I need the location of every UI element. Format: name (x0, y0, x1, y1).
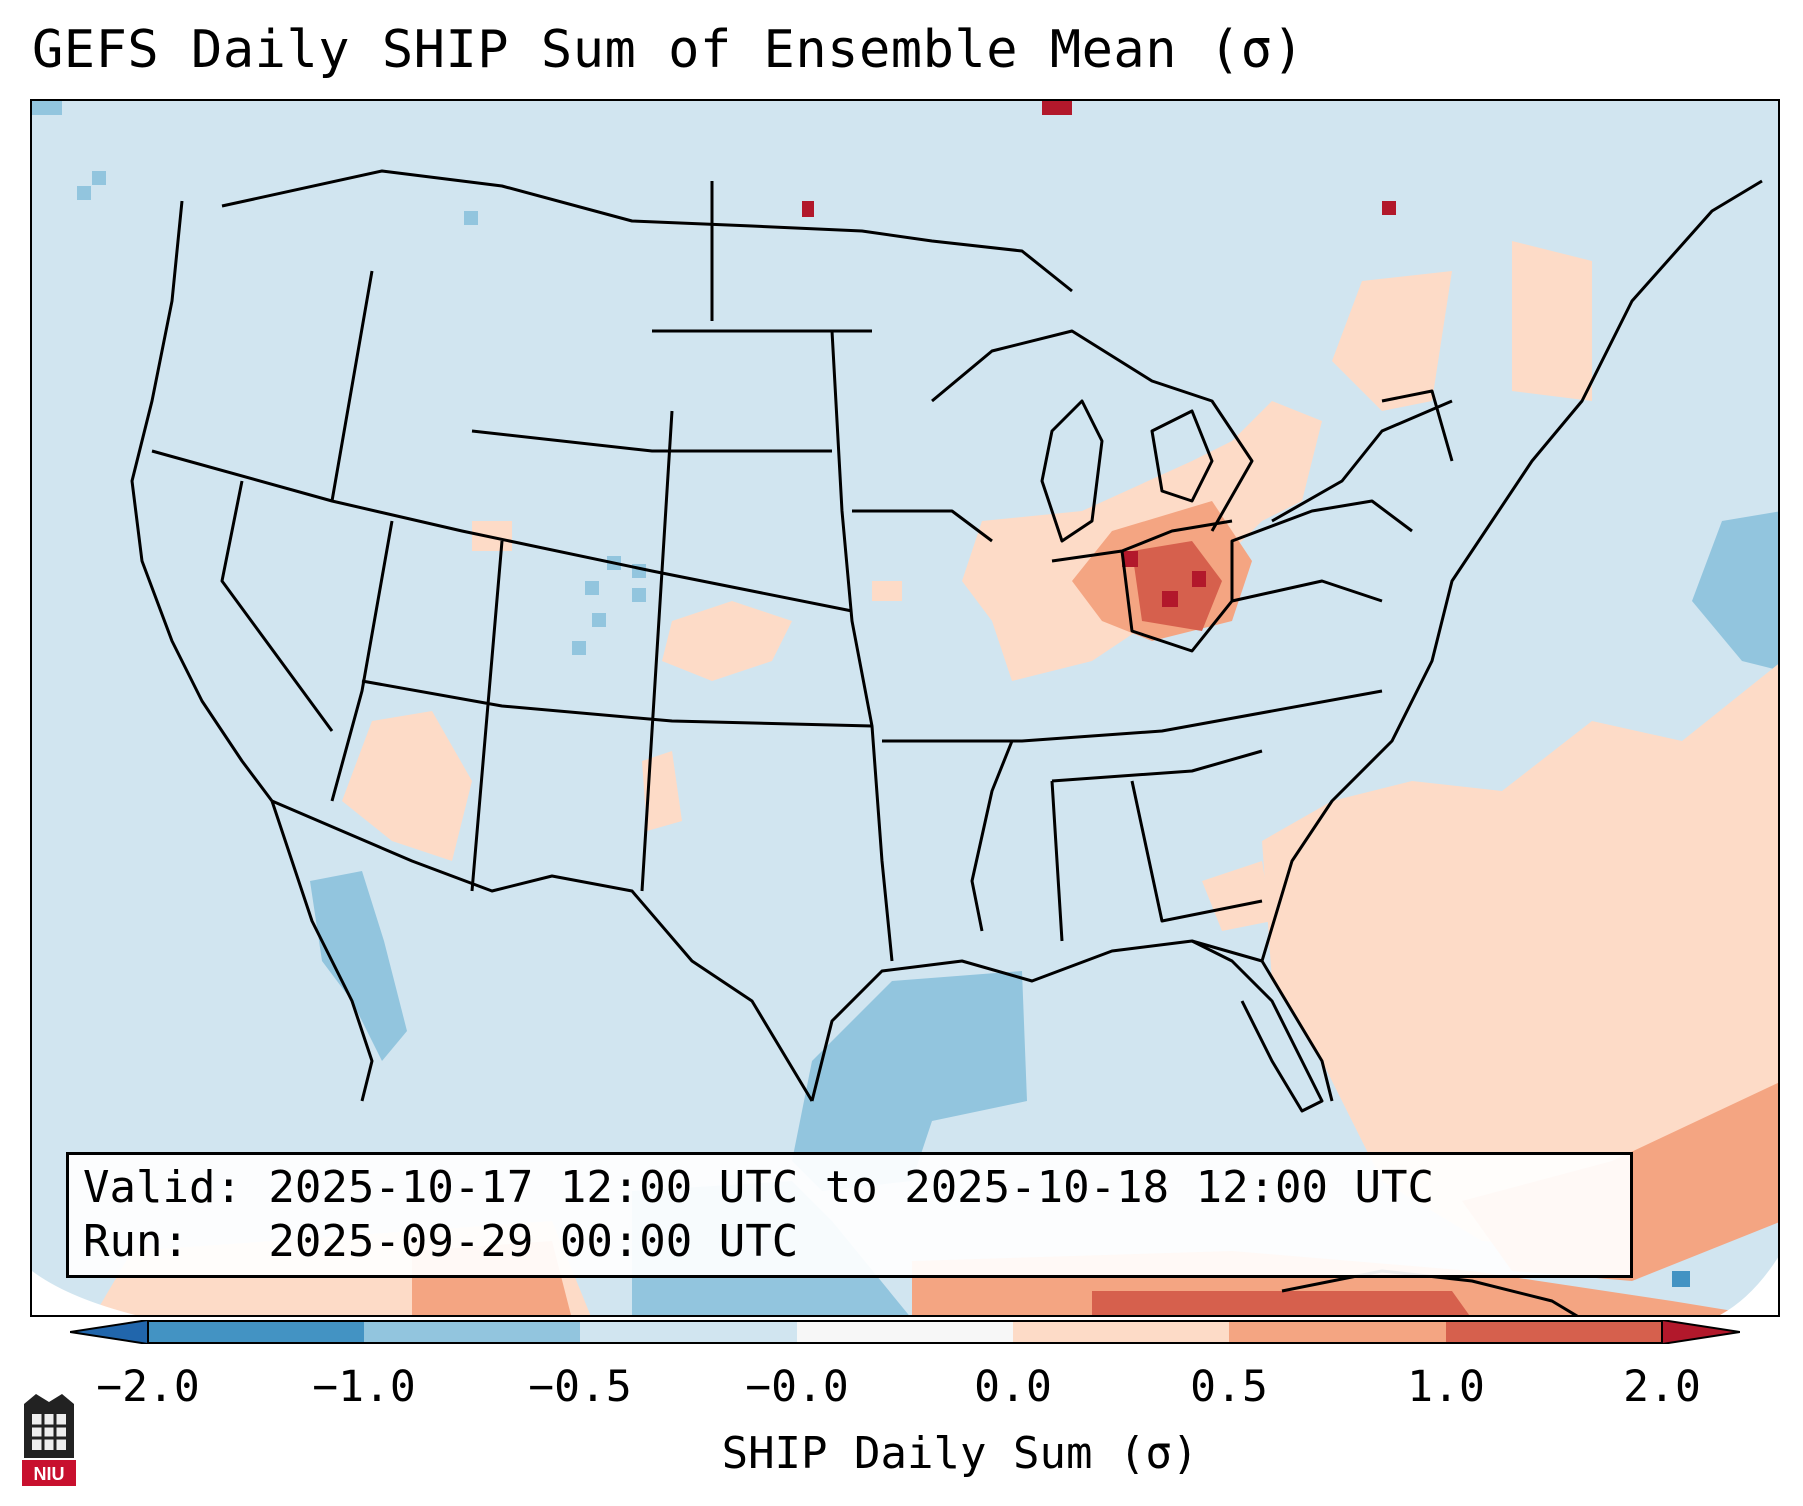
map-canvas (32, 101, 1778, 1315)
colorbar-extend-low (70, 1320, 149, 1344)
positive-anomaly-regions (94, 101, 1778, 1315)
projection-edge-right (1719, 1257, 1778, 1315)
colorbar-tick-label: 0.0 (974, 1362, 1052, 1412)
colorbar-tick-label: −0.5 (528, 1362, 632, 1412)
university-seal-icon: NIU (22, 1394, 76, 1486)
maine-canada-anomaly (1332, 241, 1592, 411)
florida-outline (1191, 939, 1324, 1113)
valid-run-info-box: Valid: 2025-10-17 12:00 UTC to 2025-10-1… (66, 1152, 1633, 1278)
plains-spots (472, 521, 1272, 931)
colorbar-frame (147, 1320, 1663, 1344)
pacific-coastline (130, 200, 274, 802)
colorbar-tick-label: 2.0 (1623, 1362, 1701, 1412)
baja-california-outline (270, 800, 374, 1102)
colorbar-tick-label: −2.0 (96, 1362, 200, 1412)
southern-edge-strong (1092, 1291, 1470, 1315)
logo-text: NIU (34, 1464, 65, 1484)
page-title: GEFS Daily SHIP Sum of Ensemble Mean (σ) (32, 20, 1305, 80)
western-gulf-anomaly (792, 971, 1027, 1191)
colorbar (70, 1320, 1740, 1344)
colorbar-tick-label: −0.0 (745, 1362, 849, 1412)
gulf-of-california-anomaly (310, 871, 407, 1061)
southwest-anomaly (342, 711, 472, 861)
colorbar-bin-7 (1446, 1320, 1662, 1344)
valid-time-text: Valid: 2025-10-17 12:00 UTC to 2025-10-1… (83, 1162, 1435, 1213)
colorado-spots (32, 101, 646, 655)
mexico-border (271, 799, 814, 1102)
colorbar-bin-6 (1229, 1320, 1446, 1344)
colorbar-tick-label: 0.5 (1190, 1362, 1268, 1412)
atlantic-southeast-anomaly (1262, 664, 1778, 1251)
run-time-text: Run: 2025-09-29 00:00 UTC (83, 1216, 799, 1267)
gulf-coastline (810, 939, 1334, 1102)
colorbar-tick-label: −1.0 (312, 1362, 416, 1412)
projection-edge-left (32, 1271, 136, 1315)
colorbar-bin-5 (1013, 1320, 1229, 1344)
colorbar-tick-label: 1.0 (1407, 1362, 1485, 1412)
colorbar-bin-3 (580, 1320, 797, 1344)
atlantic-coastline (1260, 179, 1763, 962)
political-boundaries (130, 169, 1763, 1315)
colorbar-extend-high (1661, 1320, 1740, 1344)
colorbar-label: SHIP Daily Sum (σ) (721, 1428, 1199, 1479)
colorbar-bin-1 (148, 1320, 364, 1344)
great-lakes-outline (931, 329, 1254, 543)
central-state-lines (830, 330, 1383, 962)
indiana-ohio-strong-anomaly (1132, 541, 1222, 631)
eastern-state-lines (1051, 389, 1454, 653)
colorbar-bin-4 (797, 1320, 1013, 1344)
western-state-lines (151, 181, 873, 892)
cuba-deep-spot (1672, 1271, 1690, 1287)
map-panel (30, 99, 1780, 1317)
atlantic-offshore-anomaly (1692, 511, 1778, 670)
colorbar-bin-2 (364, 1320, 580, 1344)
us-canada-border (221, 169, 1073, 293)
